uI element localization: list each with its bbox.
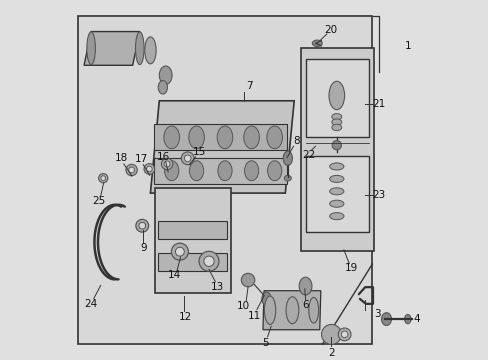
Ellipse shape bbox=[329, 200, 343, 207]
Ellipse shape bbox=[163, 126, 179, 149]
Ellipse shape bbox=[328, 81, 344, 110]
Bar bbox=[78, 15, 371, 344]
Ellipse shape bbox=[329, 213, 343, 220]
Text: 11: 11 bbox=[247, 311, 261, 320]
Text: 1: 1 bbox=[404, 41, 410, 51]
Circle shape bbox=[181, 152, 194, 165]
Text: 9: 9 bbox=[140, 243, 146, 253]
Ellipse shape bbox=[262, 292, 270, 306]
Text: 14: 14 bbox=[167, 270, 181, 280]
Text: 18: 18 bbox=[114, 153, 127, 163]
Text: 23: 23 bbox=[371, 190, 385, 200]
Polygon shape bbox=[84, 32, 140, 65]
Text: 16: 16 bbox=[157, 152, 170, 162]
Ellipse shape bbox=[331, 113, 341, 120]
Bar bbox=[154, 158, 286, 184]
Bar bbox=[157, 253, 226, 271]
Text: 19: 19 bbox=[345, 264, 358, 273]
Text: 4: 4 bbox=[412, 314, 419, 324]
Ellipse shape bbox=[285, 297, 298, 324]
Ellipse shape bbox=[329, 188, 343, 195]
Ellipse shape bbox=[381, 313, 391, 325]
Ellipse shape bbox=[299, 277, 311, 295]
Circle shape bbox=[341, 331, 347, 338]
Text: 7: 7 bbox=[246, 81, 253, 91]
Circle shape bbox=[128, 167, 134, 173]
Circle shape bbox=[139, 222, 145, 229]
Bar bbox=[157, 221, 226, 239]
Circle shape bbox=[199, 251, 219, 271]
Text: 25: 25 bbox=[92, 196, 105, 206]
Ellipse shape bbox=[266, 126, 282, 149]
Polygon shape bbox=[150, 101, 294, 193]
Text: 3: 3 bbox=[373, 310, 380, 319]
Ellipse shape bbox=[159, 66, 172, 85]
Ellipse shape bbox=[244, 126, 259, 149]
Circle shape bbox=[171, 243, 188, 260]
Ellipse shape bbox=[331, 119, 341, 125]
Circle shape bbox=[203, 256, 214, 266]
Text: 24: 24 bbox=[84, 299, 98, 309]
Ellipse shape bbox=[283, 151, 292, 165]
Circle shape bbox=[146, 166, 152, 172]
Ellipse shape bbox=[188, 126, 204, 149]
Text: 10: 10 bbox=[237, 301, 250, 311]
Circle shape bbox=[99, 174, 108, 183]
Ellipse shape bbox=[135, 32, 144, 64]
Bar bbox=[305, 156, 368, 232]
Text: 21: 21 bbox=[371, 99, 385, 109]
Text: 6: 6 bbox=[302, 300, 308, 310]
Circle shape bbox=[144, 164, 154, 174]
Ellipse shape bbox=[244, 161, 258, 181]
Bar bbox=[300, 48, 374, 251]
Ellipse shape bbox=[284, 175, 291, 181]
Ellipse shape bbox=[264, 296, 275, 324]
Polygon shape bbox=[263, 291, 320, 330]
Ellipse shape bbox=[164, 161, 179, 181]
Circle shape bbox=[136, 219, 148, 232]
Ellipse shape bbox=[158, 81, 167, 94]
Ellipse shape bbox=[87, 32, 95, 64]
Text: 20: 20 bbox=[323, 25, 336, 35]
Ellipse shape bbox=[218, 161, 232, 181]
Ellipse shape bbox=[144, 37, 156, 64]
Circle shape bbox=[161, 158, 172, 170]
Ellipse shape bbox=[331, 140, 341, 150]
Text: 15: 15 bbox=[192, 147, 205, 157]
Ellipse shape bbox=[217, 126, 232, 149]
Ellipse shape bbox=[404, 315, 410, 324]
Ellipse shape bbox=[331, 124, 341, 131]
Circle shape bbox=[184, 155, 191, 162]
Ellipse shape bbox=[267, 161, 281, 181]
Ellipse shape bbox=[308, 297, 318, 323]
Text: 17: 17 bbox=[135, 154, 148, 165]
Ellipse shape bbox=[241, 273, 254, 287]
Text: 13: 13 bbox=[211, 282, 224, 292]
Ellipse shape bbox=[312, 40, 322, 46]
Text: 5: 5 bbox=[261, 338, 268, 348]
Circle shape bbox=[101, 176, 105, 181]
Bar bbox=[155, 189, 231, 293]
Ellipse shape bbox=[329, 175, 343, 183]
Ellipse shape bbox=[321, 324, 341, 344]
Ellipse shape bbox=[189, 161, 203, 181]
Text: 12: 12 bbox=[179, 312, 192, 322]
Text: 8: 8 bbox=[293, 136, 300, 145]
Circle shape bbox=[175, 247, 184, 256]
Text: 22: 22 bbox=[301, 150, 314, 160]
Circle shape bbox=[164, 161, 170, 167]
Circle shape bbox=[338, 328, 350, 341]
Ellipse shape bbox=[329, 163, 343, 170]
Text: 2: 2 bbox=[327, 348, 334, 358]
Bar bbox=[154, 124, 286, 150]
Bar bbox=[305, 59, 368, 137]
Circle shape bbox=[126, 164, 137, 176]
